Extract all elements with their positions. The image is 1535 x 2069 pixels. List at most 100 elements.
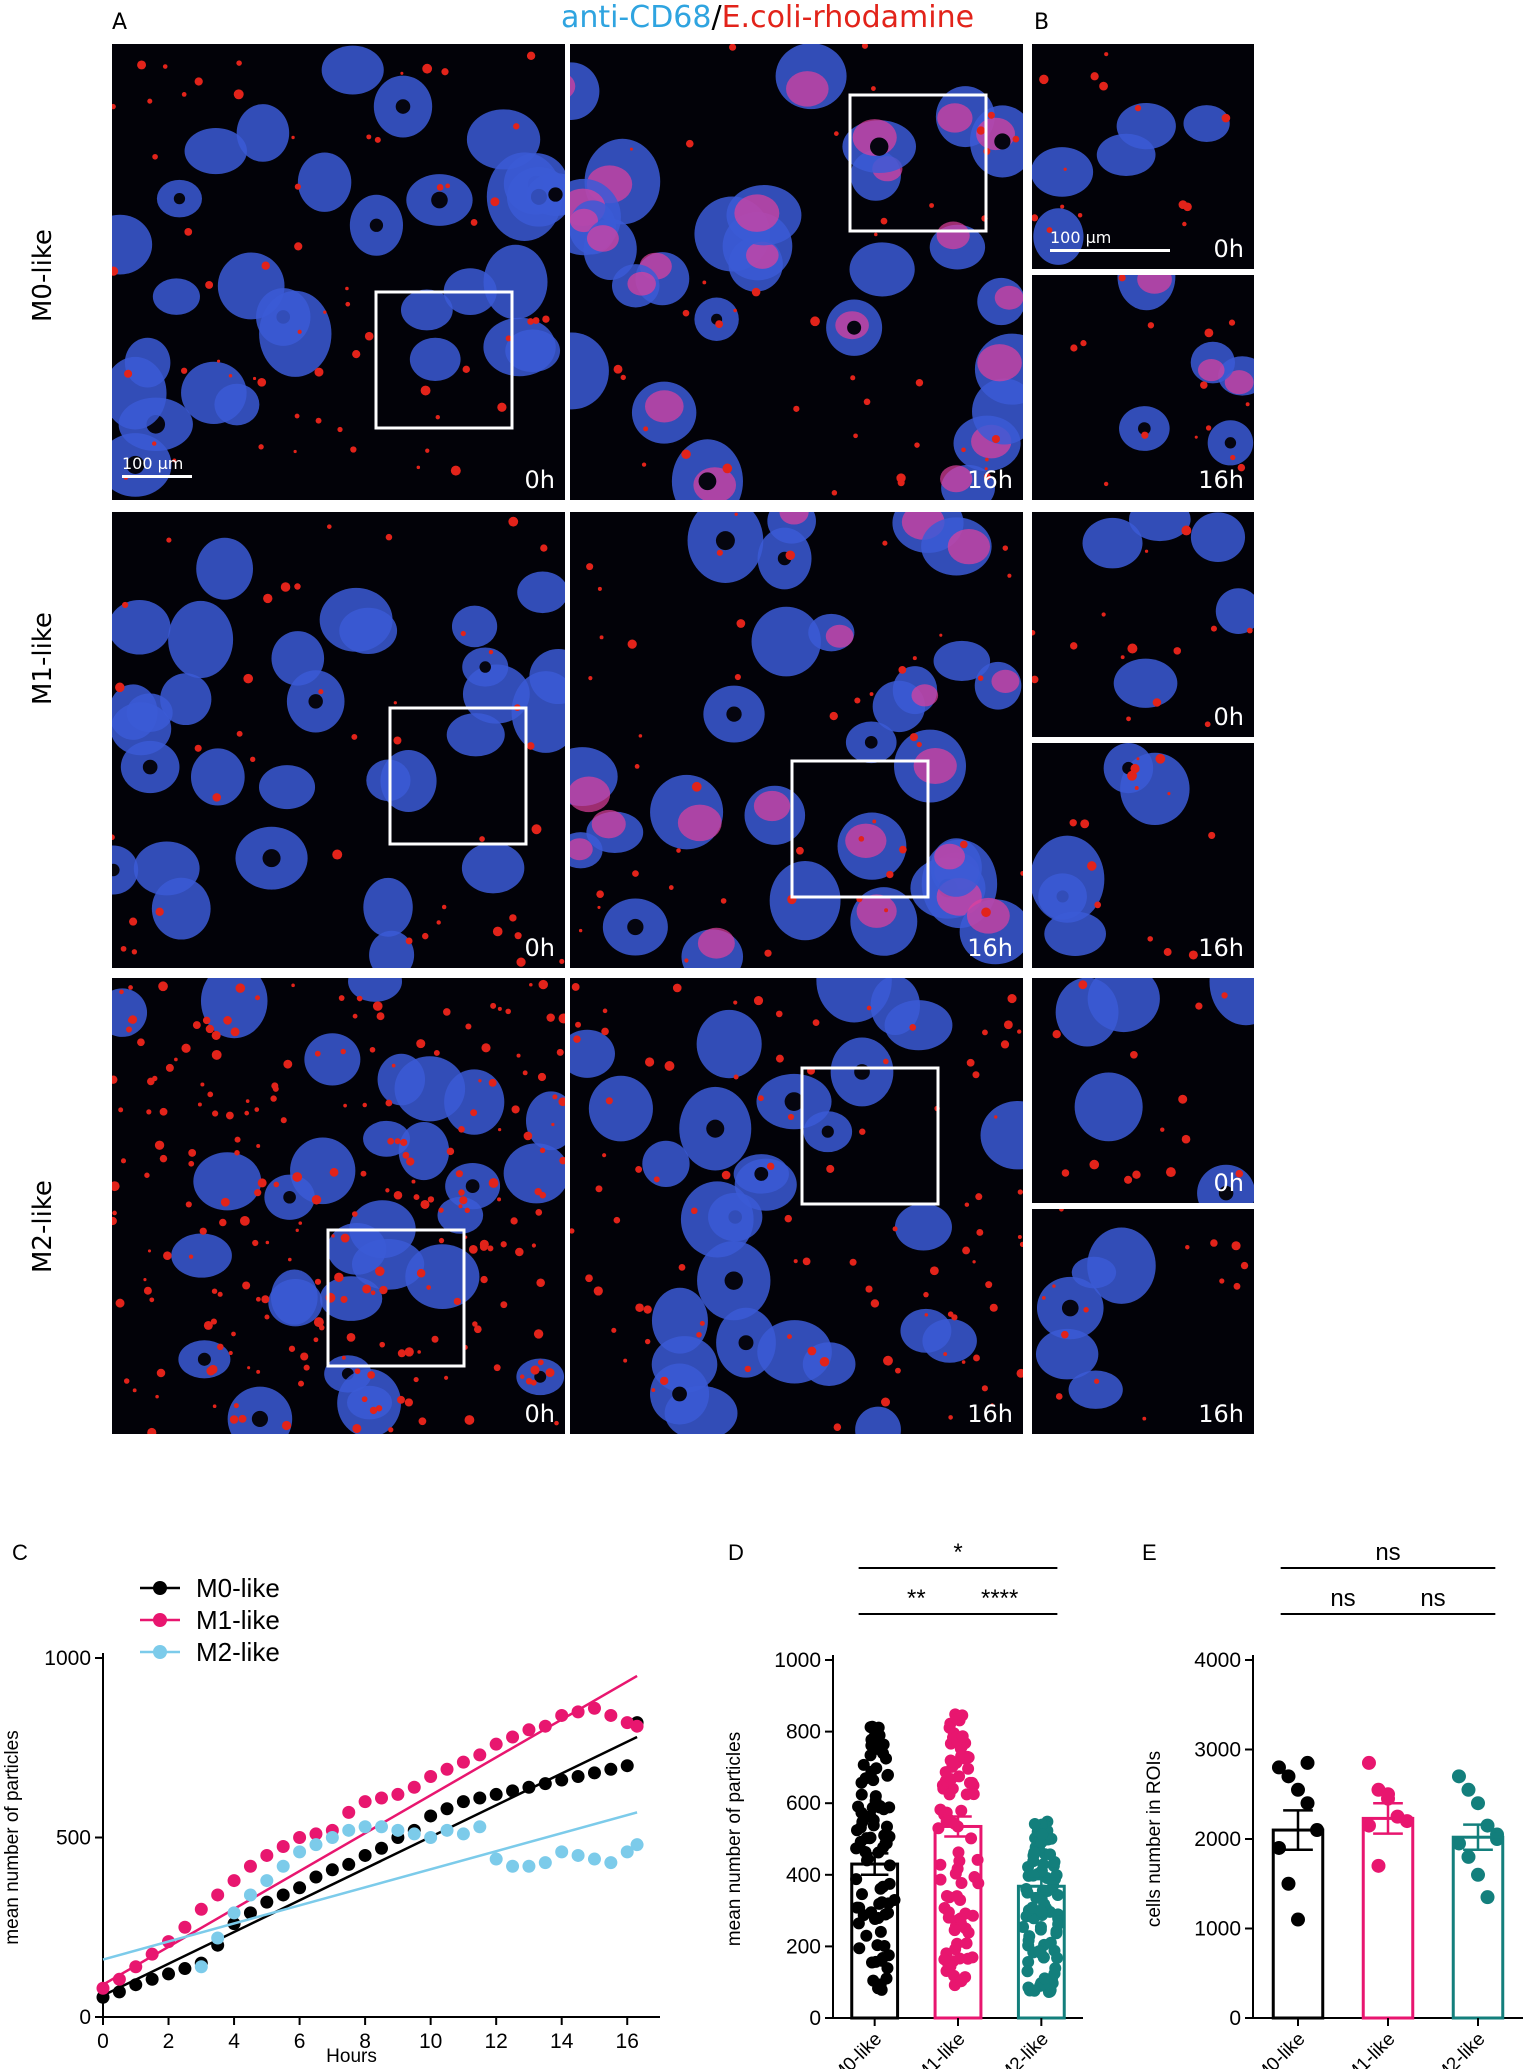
chart-c-legend-label: M0-like	[196, 1573, 280, 1603]
chart-d-point	[1021, 1886, 1034, 1899]
chart-e-points-m2-like	[1451, 1769, 1505, 1905]
chart-c-point	[293, 1881, 307, 1895]
chart-c-point	[375, 1791, 388, 1805]
chart-e-point	[1281, 1769, 1296, 1784]
chart-e-xtick-label: M1-like	[1341, 2029, 1399, 2069]
chart-c-point	[587, 1701, 601, 1715]
time-label: 0h	[524, 1400, 555, 1428]
chart-d-point	[962, 1762, 975, 1775]
chart-c-ytick-label: 500	[56, 1827, 91, 1850]
scale-bar-line	[122, 475, 192, 478]
chart-c-legend-marker	[153, 1613, 167, 1627]
chart-e-points-m0-like	[1271, 1755, 1325, 1927]
chart-e-points-m1-like	[1361, 1755, 1415, 1873]
chart-d-point	[966, 1951, 979, 1964]
chart-d-point	[881, 1768, 894, 1781]
chart-d-point	[883, 1830, 896, 1843]
chart-e-point	[1490, 1832, 1505, 1846]
chart-d-point	[951, 1937, 964, 1950]
chart-e-point	[1461, 1849, 1476, 1864]
zoom-m2-like-16h: 16h	[1032, 1209, 1254, 1434]
chart-d-point	[960, 1937, 973, 1950]
chart-d-point	[1044, 1848, 1057, 1861]
time-label: 16h	[1198, 466, 1244, 494]
chart-c-xlabel: Hours	[326, 2046, 377, 2067]
title-separator: /	[711, 0, 722, 35]
chart-d-point	[863, 1832, 876, 1845]
chart-e-point	[1291, 1912, 1305, 1927]
chart-d-point	[859, 1772, 872, 1785]
chart-c-legend-marker	[153, 1645, 167, 1659]
chart-c-point	[555, 1773, 569, 1787]
chart-c-point	[620, 1759, 634, 1773]
zoom-m1-like-0h: 0h	[1032, 512, 1254, 737]
roi-box	[848, 93, 988, 233]
time-label: 16h	[967, 466, 1013, 494]
chart-c-legend-label: M2-like	[196, 1637, 280, 1667]
chart-d-point	[1038, 1972, 1051, 1985]
chart-c-point	[227, 1874, 241, 1888]
row-label-m1: M1-like	[28, 612, 58, 705]
chart-c-point	[630, 1838, 644, 1852]
chart-c-point	[407, 1780, 421, 1794]
zoom-m1-like-16h: 16h	[1032, 743, 1254, 968]
chart-c-point	[571, 1769, 585, 1783]
chart-d-point	[867, 1974, 880, 1987]
chart-c-point	[194, 1902, 208, 1916]
chart-c-series-m2-like	[102, 1811, 644, 1974]
chart-e-significance-label: ns	[1330, 1585, 1355, 1612]
chart-c-point	[178, 1962, 192, 1976]
chart-c-point	[555, 1845, 569, 1859]
chart-d-point	[955, 1804, 968, 1817]
time-label: 0h	[1213, 703, 1244, 731]
chart-d-point	[1037, 1858, 1050, 1871]
chart-c-point	[538, 1856, 552, 1870]
time-label: 16h	[967, 1400, 1013, 1428]
chart-c-point	[424, 1809, 438, 1823]
chart-d-point	[1049, 1962, 1062, 1975]
panel-m1-like-16h-image	[570, 512, 1023, 968]
chart-c-point	[325, 1863, 339, 1877]
chart-c-point	[358, 1795, 372, 1809]
chart-d-point	[852, 1800, 865, 1813]
chart-d-point	[972, 1877, 985, 1890]
chart-c-legend-marker	[153, 1581, 167, 1595]
chart-c-point	[587, 1852, 601, 1866]
chart-c-xtick-label: 16	[616, 2030, 639, 2053]
chart-d-point	[859, 1846, 872, 1859]
chart-c-point	[96, 1981, 110, 1995]
chart-c-xtick-label: 4	[228, 2030, 240, 2053]
chart-e-point	[1361, 1818, 1376, 1833]
chart-c-xtick-label: 10	[419, 2030, 442, 2053]
chart-e-bar-m2-like	[1451, 1835, 1505, 2020]
panel-letter-d: D	[728, 1540, 744, 1565]
chart-d-significance-label: ****	[981, 1585, 1018, 1612]
chart-c-point	[456, 1827, 470, 1841]
chart-e-point	[1461, 1782, 1476, 1797]
chart-c-point	[325, 1831, 339, 1844]
chart-c-point	[243, 1888, 257, 1902]
chart-e-xtick-label: M2-like	[1431, 2029, 1489, 2069]
chart-e-ylabel: cells number in ROIs	[1144, 1751, 1165, 1927]
chart-e-point	[1480, 1890, 1495, 1905]
roi-box	[388, 706, 528, 846]
chart-d-point	[1022, 1955, 1035, 1968]
chart-c-point	[489, 1852, 503, 1866]
chart-d-point	[934, 1858, 947, 1871]
chart-d-ytick-label: 0	[809, 2007, 821, 2030]
chart-c-point	[571, 1848, 585, 1862]
chart-e-point	[1471, 1796, 1485, 1811]
chart-c-point	[391, 1823, 405, 1837]
chart-d-point	[967, 1788, 980, 1801]
chart-c-point	[538, 1777, 552, 1791]
chart-d-point	[942, 1911, 955, 1924]
chart-d-point	[934, 1803, 947, 1816]
chart-c-ytick-label: 0	[79, 2006, 91, 2029]
chart-c-point	[358, 1820, 372, 1834]
chart-d-point	[1028, 1818, 1041, 1831]
chart-e-point	[1300, 1796, 1315, 1811]
chart-d-point	[880, 1972, 893, 1985]
chart-d-point	[852, 1917, 865, 1930]
panel-m2-like-16h: 16h	[570, 978, 1023, 1434]
panel-m1-like-0h-image	[112, 516, 565, 968]
